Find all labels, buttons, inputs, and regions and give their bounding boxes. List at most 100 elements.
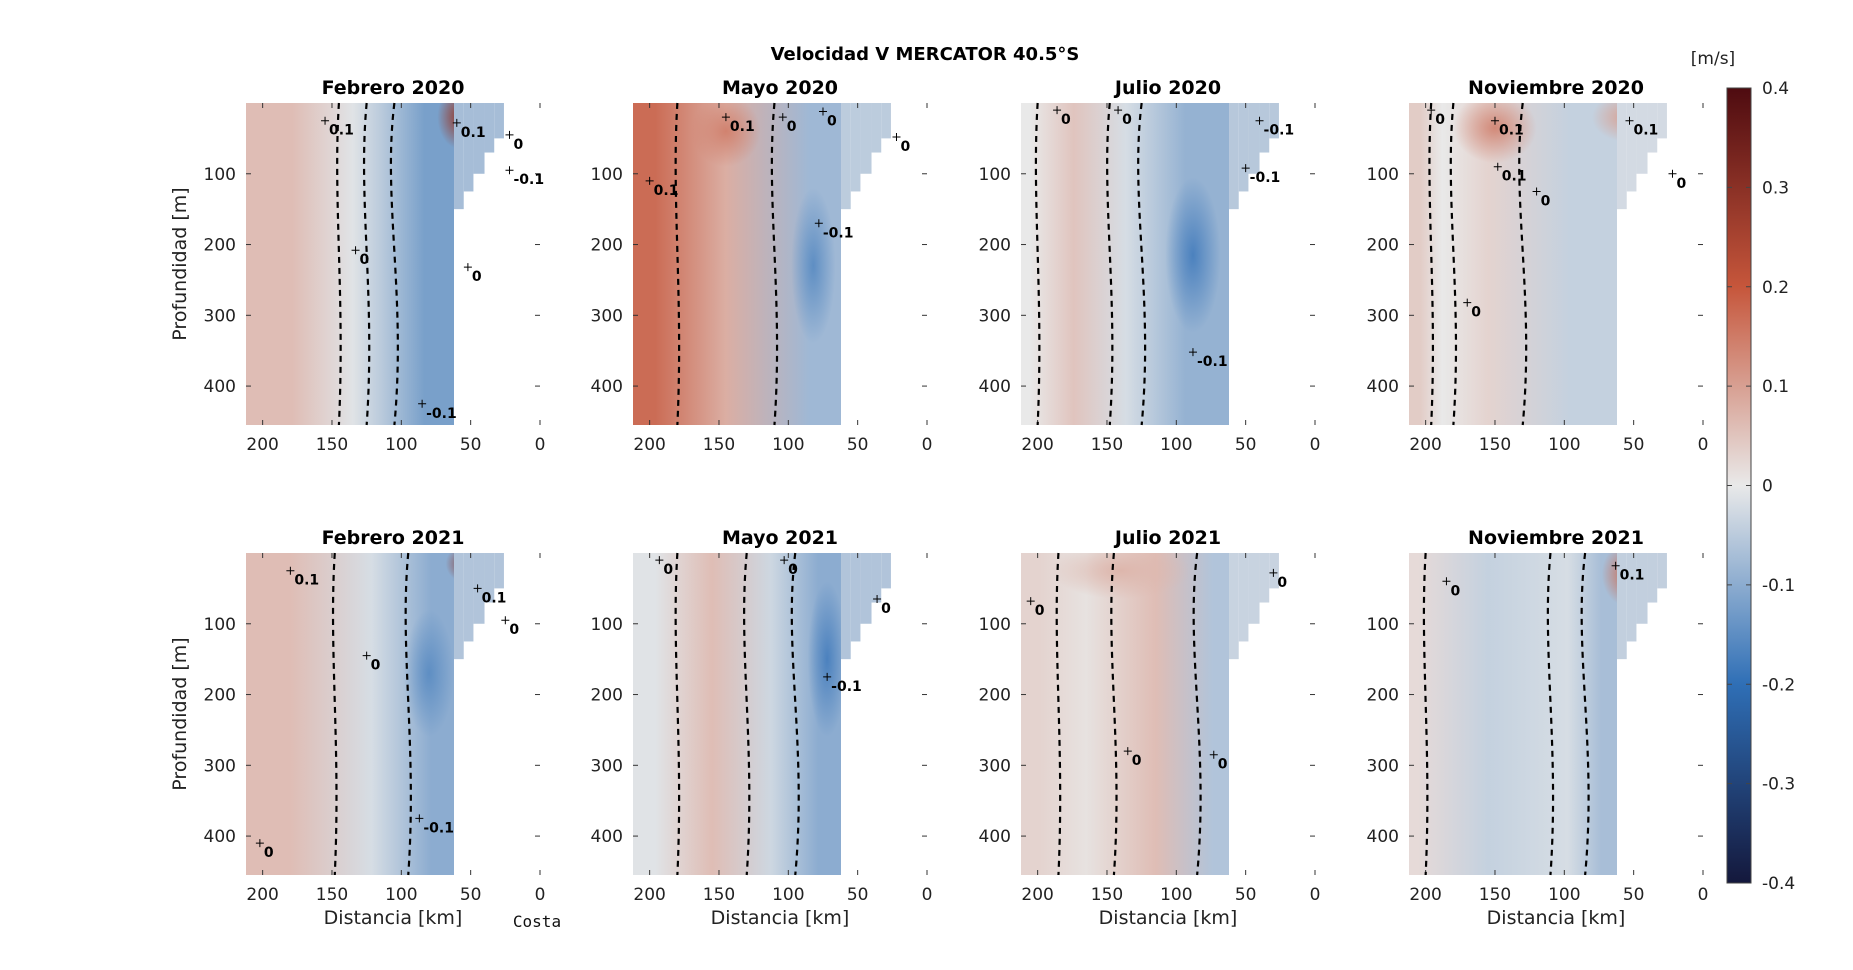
x-axis-label: Distancia [km] — [1487, 907, 1626, 929]
x-tick-label: 100 — [1548, 885, 1580, 905]
contour-labels: 0.1 0 0 0 0.1 -0.1 — [645, 107, 910, 241]
x-tick-label: 150 — [703, 435, 735, 455]
contour-marker — [1241, 164, 1250, 173]
velocity-field — [1021, 103, 1230, 425]
contour-label: 0 — [509, 622, 519, 638]
y-tick-label: 100 — [204, 615, 236, 635]
panel-title: Noviembre 2020 — [1468, 77, 1644, 99]
contour-label: 0.1 — [1620, 568, 1645, 584]
x-tick-label: 100 — [772, 885, 804, 905]
contour-label: 0.1 — [1634, 123, 1659, 139]
y-tick-label: 300 — [1367, 756, 1399, 776]
contour-label: 0 — [1541, 193, 1551, 209]
contour-label: 0 — [787, 119, 797, 135]
x-tick-label: 50 — [1623, 435, 1645, 455]
contour-marker — [1026, 597, 1035, 606]
axes: 200 150 100 50 0 100 200 300 400 — [979, 103, 1320, 455]
y-tick-label: 300 — [204, 756, 236, 776]
contour-line — [336, 102, 342, 426]
contour-label: 0 — [663, 562, 673, 578]
contour-lines — [1422, 552, 1590, 876]
contour-marker — [505, 166, 514, 175]
contour-marker — [255, 839, 264, 848]
nearshore-field — [841, 553, 891, 660]
y-tick-label: 300 — [204, 306, 236, 326]
x-tick-label: 0 — [1310, 885, 1321, 905]
axes: 200 150 100 50 0 100 200 300 400 — [979, 553, 1321, 905]
contour-labels: 0.10 — [1442, 561, 1645, 599]
panel-6: 200 150 100 50 0 100 200 300 400 Mayo 2021 Distanc… — [591, 527, 933, 929]
x-tick-label: 100 — [1160, 885, 1192, 905]
contour-marker — [818, 107, 827, 116]
contour-line — [1106, 102, 1114, 426]
x-tick-label: 50 — [1235, 885, 1257, 905]
y-tick-label: 300 — [591, 756, 623, 776]
contour-marker — [321, 116, 330, 125]
contour-label: 0 — [371, 658, 381, 674]
contour-label: 0 — [472, 269, 482, 285]
panel-title: Mayo 2020 — [722, 77, 838, 99]
contour-marker — [645, 176, 654, 185]
contour-line — [404, 552, 412, 876]
contour-labels: 0.1 0.1 0 -0.1 0 0 -0.1 — [321, 116, 544, 422]
panel-title: Mayo 2021 — [722, 527, 838, 549]
contour-marker — [1269, 568, 1278, 577]
contour-labels: 0 0.1 0.1 0.1 0 0 0 — [1427, 106, 1686, 321]
contour-label: 0 — [1035, 603, 1045, 619]
contour-line — [1034, 102, 1041, 426]
panel-5: 200 150 100 50 0 100 200 300 400 Febrero 2021 Dist… — [169, 527, 545, 929]
colorbar-tick-label: -0.1 — [1762, 576, 1795, 596]
contour-lines — [674, 102, 779, 426]
panel-title: Julio 2021 — [1113, 527, 1221, 549]
x-tick-label: 50 — [460, 885, 482, 905]
x-tick-label: 0 — [1698, 885, 1709, 905]
contour-lines — [1055, 552, 1202, 876]
contour-line — [1518, 102, 1528, 426]
contour-label: 0 — [1122, 112, 1132, 128]
colorbar-tick-label: 0.1 — [1762, 377, 1789, 397]
y-tick-label: 300 — [979, 756, 1011, 776]
contour-line — [1422, 552, 1429, 876]
x-tick-label: 200 — [633, 885, 665, 905]
y-tick-label: 100 — [979, 165, 1011, 185]
y-axis-label: Profundidad [m] — [169, 187, 191, 340]
contour-label: -0.1 — [823, 225, 854, 241]
contour-label: -0.1 — [426, 406, 457, 422]
y-tick-label: 400 — [1367, 827, 1399, 847]
contour-marker — [873, 595, 882, 603]
contour-marker — [1209, 750, 1218, 759]
y-tick-label: 200 — [1367, 686, 1399, 706]
contour-marker — [1611, 561, 1620, 570]
velocity-core — [807, 581, 842, 737]
x-tick-label: 150 — [316, 435, 348, 455]
panels: 200 150 100 50 0 100 200 300 400 Febrero 2020 Prof… — [169, 77, 1708, 929]
contour-label: 0 — [1277, 575, 1287, 591]
contour-labels: 0 0 -0.1 -0.1 -0.1 — [1053, 106, 1294, 370]
contour-line — [1546, 552, 1555, 876]
panel-title: Febrero 2021 — [322, 527, 465, 549]
x-tick-label: 50 — [847, 435, 869, 455]
x-axis-label: Distancia [km] — [711, 907, 850, 929]
contour-marker — [892, 132, 901, 141]
contour-line — [790, 552, 800, 876]
contour-label: 0 — [360, 252, 370, 268]
nearshore-field — [841, 103, 891, 210]
contour-marker — [1532, 187, 1541, 196]
contour-marker — [1493, 162, 1502, 171]
contour-marker — [505, 130, 514, 139]
contour-line — [362, 102, 371, 426]
contour-marker — [1668, 169, 1677, 178]
x-tick-label: 50 — [1235, 435, 1257, 455]
contour-label: 0 — [1450, 583, 1460, 599]
y-tick-label: 300 — [1367, 306, 1399, 326]
axes: 200 150 100 50 0 100 200 300 400 — [591, 103, 932, 455]
x-tick-label: 200 — [1021, 885, 1053, 905]
contour-label: -0.1 — [1264, 123, 1295, 139]
x-tick-label: 50 — [847, 885, 869, 905]
contour-line — [1449, 102, 1458, 426]
contour-label: 0 — [1471, 305, 1481, 321]
velocity-core — [404, 609, 455, 737]
velocity-field — [1021, 553, 1230, 875]
